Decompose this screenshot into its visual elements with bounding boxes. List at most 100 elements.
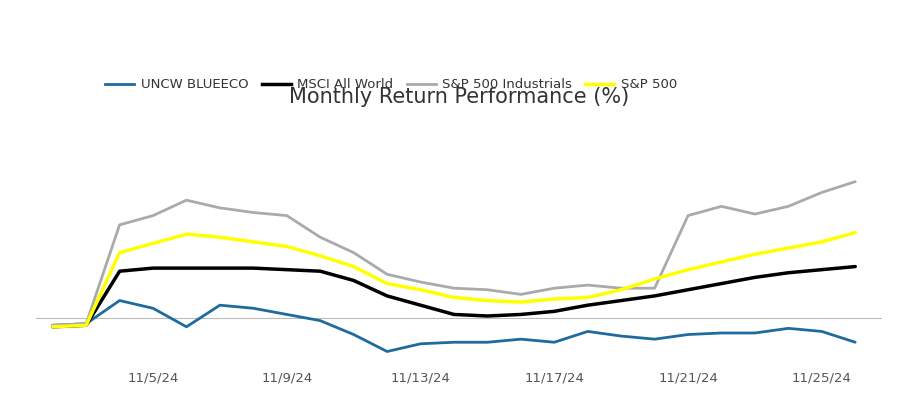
Line: S&P 500: S&P 500 <box>53 233 855 327</box>
UNCW BLUEECO <box>750 331 760 336</box>
S&P 500 <box>415 287 426 292</box>
S&P 500 Industrials <box>348 250 359 255</box>
S&P 500 <box>582 295 593 300</box>
MSCI All World <box>783 270 794 275</box>
UNCW BLUEECO <box>248 306 259 311</box>
UNCW BLUEECO <box>114 298 125 303</box>
S&P 500 <box>248 239 259 244</box>
S&P 500 <box>382 281 392 286</box>
MSCI All World <box>448 312 459 317</box>
S&P 500 Industrials <box>750 211 760 216</box>
S&P 500 <box>48 324 58 329</box>
UNCW BLUEECO <box>448 340 459 345</box>
S&P 500 <box>282 244 292 249</box>
S&P 500 Industrials <box>48 323 58 328</box>
UNCW BLUEECO <box>683 332 694 337</box>
S&P 500 <box>181 231 192 236</box>
UNCW BLUEECO <box>315 318 326 323</box>
S&P 500 Industrials <box>148 213 158 218</box>
S&P 500 Industrials <box>616 286 626 291</box>
MSCI All World <box>516 312 526 317</box>
UNCW BLUEECO <box>348 332 359 337</box>
MSCI All World <box>850 264 860 269</box>
S&P 500 <box>516 299 526 304</box>
Line: MSCI All World: MSCI All World <box>53 266 855 327</box>
S&P 500 Industrials <box>516 292 526 297</box>
S&P 500 Industrials <box>282 213 292 218</box>
MSCI All World <box>415 303 426 308</box>
UNCW BLUEECO <box>549 340 560 345</box>
S&P 500 Industrials <box>683 213 694 218</box>
UNCW BLUEECO <box>415 341 426 346</box>
S&P 500 <box>683 267 694 272</box>
UNCW BLUEECO <box>148 306 158 311</box>
S&P 500 Industrials <box>816 190 827 195</box>
S&P 500 Industrials <box>214 206 225 211</box>
S&P 500 <box>482 298 493 303</box>
S&P 500 <box>783 246 794 251</box>
S&P 500 <box>750 252 760 257</box>
UNCW BLUEECO <box>48 323 58 328</box>
MSCI All World <box>248 266 259 271</box>
MSCI All World <box>716 281 727 286</box>
S&P 500 <box>549 296 560 301</box>
S&P 500 <box>716 259 727 264</box>
S&P 500 <box>315 253 326 258</box>
S&P 500 Industrials <box>716 204 727 209</box>
MSCI All World <box>649 294 660 299</box>
S&P 500 Industrials <box>415 279 426 284</box>
MSCI All World <box>482 314 493 319</box>
MSCI All World <box>214 266 225 271</box>
MSCI All World <box>315 269 326 274</box>
Line: UNCW BLUEECO: UNCW BLUEECO <box>53 301 855 352</box>
UNCW BLUEECO <box>649 337 660 342</box>
UNCW BLUEECO <box>282 312 292 317</box>
UNCW BLUEECO <box>214 303 225 308</box>
S&P 500 <box>81 323 92 328</box>
MSCI All World <box>81 323 92 328</box>
MSCI All World <box>48 324 58 329</box>
S&P 500 Industrials <box>315 235 326 240</box>
S&P 500 Industrials <box>649 286 660 291</box>
MSCI All World <box>181 266 192 271</box>
S&P 500 Industrials <box>448 286 459 291</box>
Legend: UNCW BLUEECO, MSCI All World, S&P 500 Industrials, S&P 500: UNCW BLUEECO, MSCI All World, S&P 500 In… <box>105 78 678 91</box>
MSCI All World <box>148 266 158 271</box>
MSCI All World <box>816 267 827 272</box>
UNCW BLUEECO <box>783 326 794 331</box>
S&P 500 <box>114 250 125 255</box>
Title: Monthly Return Performance (%): Monthly Return Performance (%) <box>289 87 629 107</box>
S&P 500 <box>649 276 660 281</box>
MSCI All World <box>582 303 593 308</box>
MSCI All World <box>549 309 560 314</box>
MSCI All World <box>348 278 359 283</box>
S&P 500 Industrials <box>482 287 493 292</box>
UNCW BLUEECO <box>81 321 92 326</box>
UNCW BLUEECO <box>582 329 593 334</box>
UNCW BLUEECO <box>181 324 192 329</box>
UNCW BLUEECO <box>616 334 626 339</box>
UNCW BLUEECO <box>816 329 827 334</box>
MSCI All World <box>382 294 392 299</box>
S&P 500 <box>348 264 359 269</box>
UNCW BLUEECO <box>516 337 526 342</box>
MSCI All World <box>683 287 694 292</box>
Line: S&P 500 Industrials: S&P 500 Industrials <box>53 182 855 325</box>
UNCW BLUEECO <box>382 349 392 354</box>
MSCI All World <box>750 275 760 280</box>
S&P 500 <box>214 235 225 240</box>
S&P 500 Industrials <box>81 321 92 326</box>
MSCI All World <box>114 269 125 274</box>
S&P 500 Industrials <box>382 272 392 277</box>
S&P 500 <box>816 239 827 244</box>
MSCI All World <box>282 267 292 272</box>
S&P 500 <box>148 241 158 246</box>
S&P 500 Industrials <box>114 222 125 227</box>
S&P 500 <box>850 230 860 235</box>
S&P 500 <box>448 295 459 300</box>
MSCI All World <box>616 298 626 303</box>
S&P 500 Industrials <box>850 179 860 184</box>
UNCW BLUEECO <box>850 340 860 345</box>
UNCW BLUEECO <box>482 340 493 345</box>
S&P 500 <box>616 287 626 292</box>
